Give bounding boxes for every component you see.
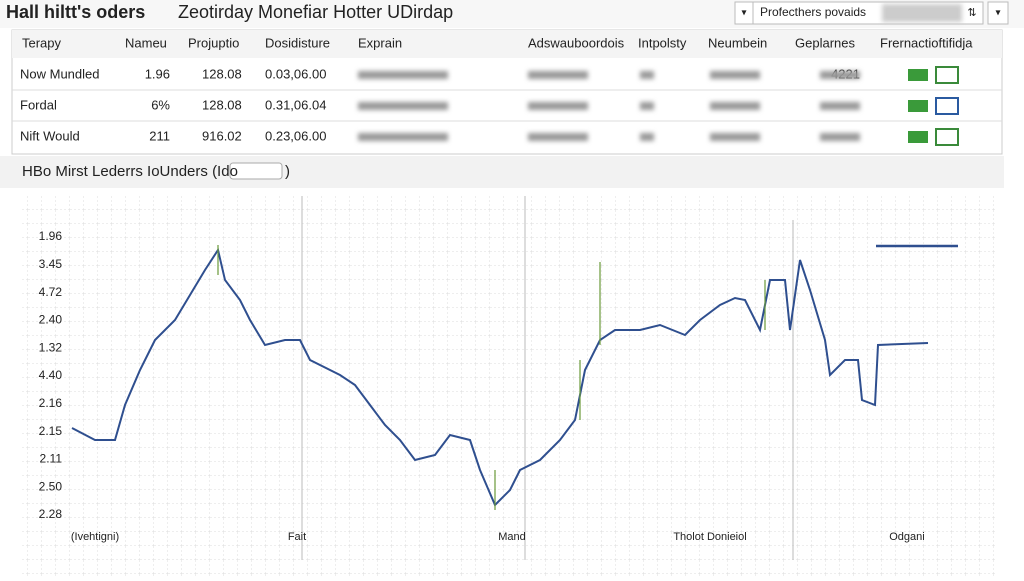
y-label: 3.45	[39, 257, 63, 271]
cell-value: 128.08	[202, 66, 242, 81]
cell-value: 128.08	[202, 97, 242, 112]
y-label: 4.72	[39, 285, 63, 299]
cell-value: 6%	[151, 97, 170, 112]
blurred-cell	[528, 133, 588, 141]
status-icon	[908, 69, 928, 81]
chart-line	[71, 247, 929, 507]
blurred-cell	[820, 133, 860, 141]
row-name: Now Mundled	[20, 66, 100, 81]
blurred-cell	[710, 102, 760, 110]
icon: ▾	[741, 8, 746, 19]
action-icon[interactable]	[935, 128, 959, 146]
section-header-bg	[0, 156, 1004, 188]
action-icon[interactable]	[935, 66, 959, 84]
chart-grid	[20, 196, 995, 576]
column-header: Nameu	[125, 35, 167, 50]
y-label: 2.15	[39, 424, 63, 438]
column-header: Terapy	[22, 35, 62, 50]
column-header: Projuptio	[188, 35, 239, 50]
blurred-cell	[820, 71, 860, 79]
dropdown-field	[882, 4, 962, 22]
blurred-cell	[710, 133, 760, 141]
status-icon	[908, 131, 928, 143]
table-header-bg	[12, 30, 1002, 58]
row-name: Fordal	[20, 97, 57, 112]
section-heading: HBo Mirst Lederrs IoUnders (Ido	[22, 163, 238, 180]
blurred-cell	[640, 133, 654, 141]
y-label: 2.28	[39, 507, 63, 521]
blurred-cell	[528, 102, 588, 110]
blurred-cell	[358, 102, 448, 110]
column-header: Geplarnes	[795, 35, 855, 50]
blurred-cell	[358, 133, 448, 141]
column-header: Adswauboordois	[528, 35, 625, 50]
column-header: Dosidisture	[265, 35, 330, 50]
x-label: (Ivehtigni)	[71, 531, 119, 543]
chart-spike	[217, 245, 766, 510]
blurred-cell	[820, 102, 860, 110]
blurred-cell	[528, 71, 588, 79]
blurred-cell	[358, 71, 448, 79]
app-subtitle: Zeotirday Monefiar Hotter UDirdap	[178, 2, 453, 22]
x-label: Tholot Donieiol	[673, 531, 746, 543]
cell-value: 0.31,06.04	[265, 97, 326, 112]
row-name: Nift Would	[20, 128, 80, 143]
y-label: 1.96	[39, 229, 63, 243]
cell-value: 0.03,06.00	[265, 66, 326, 81]
y-label: 2.50	[39, 479, 63, 493]
blurred-cell	[710, 71, 760, 79]
action-icon[interactable]	[935, 97, 959, 115]
y-label: 2.40	[39, 313, 63, 327]
column-header: Exprain	[358, 35, 402, 50]
section-heading-end: )	[285, 163, 290, 180]
icon: ⇅	[967, 7, 976, 19]
y-label: 2.11	[40, 452, 63, 466]
column-header: Intpolsty	[638, 35, 687, 50]
cell-value: 1.96	[145, 66, 170, 81]
y-label: 4.40	[39, 368, 63, 382]
column-header: Neumbein	[708, 35, 767, 50]
cell-value: 211	[149, 128, 170, 143]
cell-value: 0.23,06.00	[265, 128, 326, 143]
icon: ▾	[995, 8, 1000, 19]
x-label: Odgani	[889, 531, 924, 543]
status-icon	[908, 100, 928, 112]
y-label: 2.16	[39, 396, 63, 410]
blurred-cell	[640, 102, 654, 110]
x-label: Mand	[498, 531, 526, 543]
app-title: Hall hiltt's oders	[6, 2, 145, 22]
dropdown-button[interactable]	[987, 1, 1009, 25]
blurred-cell	[640, 71, 654, 79]
column-header: Frernactioftifidja	[880, 35, 973, 50]
input-box[interactable]	[229, 162, 283, 180]
x-label: Fait	[288, 531, 306, 543]
y-label: 1.32	[39, 340, 63, 354]
dropdown-label[interactable]: Profecthers povaids	[760, 5, 866, 19]
cell-value: 916.02	[202, 128, 242, 143]
